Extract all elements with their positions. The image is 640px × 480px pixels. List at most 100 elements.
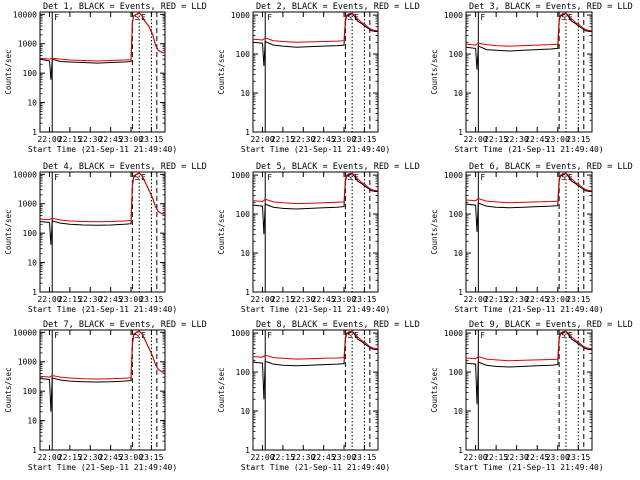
- x-tick-label: 23:00: [119, 295, 143, 304]
- y-tick-label: 10: [453, 89, 463, 98]
- y-axis-label: Counts/sec: [430, 367, 439, 412]
- x-axis-label: Start Time (21-Sep-11 21:49:40): [28, 145, 177, 154]
- y-tick-label: 1000: [18, 200, 37, 209]
- y-tick-label: 10: [240, 249, 250, 258]
- event-marker-label: S: [347, 13, 352, 22]
- x-tick-label: 23:00: [119, 135, 143, 144]
- y-tick-label: 1: [458, 288, 463, 297]
- x-tick-label: 22:30: [78, 453, 102, 462]
- x-tick-label: 23:15: [139, 453, 163, 462]
- y-axis-label: Counts/sec: [4, 367, 13, 412]
- y-tick-label: 100: [449, 210, 464, 219]
- x-tick-label: 22:00: [464, 295, 488, 304]
- y-axis-label: Counts/sec: [217, 367, 226, 412]
- y-axis-label: Counts/sec: [217, 209, 226, 254]
- y-tick-label: 1000: [231, 329, 250, 338]
- panel-title: Det 2, BLACK = Events, RED = LLD: [256, 2, 420, 12]
- y-tick-label: 10: [27, 99, 37, 108]
- x-tick-label: 23:15: [566, 453, 590, 462]
- plot-frame: [252, 11, 379, 133]
- x-tick-label: 22:30: [78, 295, 102, 304]
- y-axis-label: Counts/sec: [4, 49, 13, 94]
- event-marker-label: F: [267, 173, 272, 182]
- panel-title: Det 5, BLACK = Events, RED = LLD: [256, 162, 420, 172]
- x-tick-label: 23:15: [352, 135, 376, 144]
- x-tick-label: 22:30: [291, 453, 315, 462]
- x-axis-label: Start Time (21-Sep-11 21:49:40): [454, 463, 603, 472]
- x-tick-label: 22:15: [484, 453, 508, 462]
- plot-frame: [39, 171, 166, 293]
- event-marker-label: S: [561, 331, 566, 340]
- y-tick-label: 100: [449, 50, 464, 59]
- y-tick-label: 10000: [13, 328, 37, 337]
- plot-frame: [465, 329, 593, 451]
- x-tick-label: 22:15: [58, 453, 82, 462]
- y-tick-label: 10: [27, 417, 37, 426]
- event-marker-label: E: [141, 331, 146, 340]
- y-tick-label: 100: [23, 69, 38, 78]
- detector-panel-5: Det 5, BLACK = Events, RED = LLD 1 10 100 10…: [217, 162, 420, 314]
- x-tick-label: 22:30: [505, 453, 529, 462]
- y-tick-label: 1000: [231, 171, 250, 180]
- event-marker-label: F: [267, 331, 272, 340]
- x-tick-label: 23:15: [566, 295, 590, 304]
- y-axis-label: Counts/sec: [217, 49, 226, 94]
- event-marker-label: F: [480, 331, 485, 340]
- series-line-lld: [465, 173, 592, 204]
- y-tick-label: 10000: [13, 10, 37, 19]
- panel-title: Det 4, BLACK = Events, RED = LLD: [43, 162, 207, 172]
- x-tick-label: 23:15: [139, 295, 163, 304]
- panel-title: Det 7, BLACK = Events, RED = LLD: [43, 320, 207, 330]
- x-axis-label: Start Time (21-Sep-11 21:49:40): [28, 305, 177, 314]
- event-marker-label: S: [347, 331, 352, 340]
- x-tick-label: 23:00: [546, 295, 570, 304]
- y-tick-label: 1: [245, 446, 250, 455]
- x-tick-label: 23:15: [139, 135, 163, 144]
- y-tick-label: 1: [32, 128, 37, 137]
- detector-panel-7: Det 7, BLACK = Events, RED = LLD 1 10 100 10…: [4, 320, 207, 472]
- series-line-lld: [39, 12, 165, 62]
- detector-panel-1: Det 1, BLACK = Events, RED = LLD 1 10 100 10…: [4, 2, 207, 154]
- detector-panel-2: Det 2, BLACK = Events, RED = LLD 1 10 100 10…: [217, 2, 420, 154]
- x-tick-label: 22:45: [312, 135, 336, 144]
- event-marker-label: S: [561, 13, 566, 22]
- y-tick-label: 1000: [231, 11, 250, 20]
- y-tick-label: 1000: [444, 329, 463, 338]
- x-tick-label: 22:30: [505, 135, 529, 144]
- x-axis-label: Start Time (21-Sep-11 21:49:40): [241, 463, 390, 472]
- x-tick-label: 22:00: [250, 295, 274, 304]
- x-tick-label: 23:00: [332, 295, 356, 304]
- event-marker-label: S: [134, 173, 139, 182]
- x-tick-label: 22:15: [271, 135, 295, 144]
- x-tick-label: 23:00: [119, 453, 143, 462]
- x-tick-label: 22:30: [291, 295, 315, 304]
- x-tick-label: 22:30: [291, 135, 315, 144]
- x-tick-label: 22:15: [58, 295, 82, 304]
- event-marker-label: E: [141, 13, 146, 22]
- y-axis-label: Counts/sec: [430, 209, 439, 254]
- y-tick-label: 10: [240, 407, 250, 416]
- series-line-lld: [465, 331, 592, 362]
- x-tick-label: 22:00: [464, 453, 488, 462]
- x-tick-label: 23:00: [332, 453, 356, 462]
- panel-title: Det 6, BLACK = Events, RED = LLD: [469, 162, 633, 172]
- y-tick-label: 1000: [444, 171, 463, 180]
- detector-panel-8: Det 8, BLACK = Events, RED = LLD 1 10 100 10…: [217, 320, 420, 472]
- x-tick-label: 22:15: [271, 453, 295, 462]
- plot-frame: [39, 11, 166, 133]
- x-tick-label: 22:45: [312, 295, 336, 304]
- y-tick-label: 10000: [13, 170, 37, 179]
- y-tick-label: 100: [236, 50, 251, 59]
- x-tick-label: 22:00: [37, 453, 61, 462]
- y-tick-label: 10: [453, 407, 463, 416]
- panel-title: Det 1, BLACK = Events, RED = LLD: [43, 2, 207, 12]
- x-tick-label: 22:15: [484, 295, 508, 304]
- x-tick-label: 22:00: [464, 135, 488, 144]
- x-tick-label: 22:45: [525, 135, 549, 144]
- y-tick-label: 100: [23, 229, 38, 238]
- event-marker-label: F: [54, 13, 59, 22]
- y-tick-label: 100: [236, 368, 251, 377]
- series-line-lld: [39, 330, 165, 380]
- y-tick-label: 1: [245, 288, 250, 297]
